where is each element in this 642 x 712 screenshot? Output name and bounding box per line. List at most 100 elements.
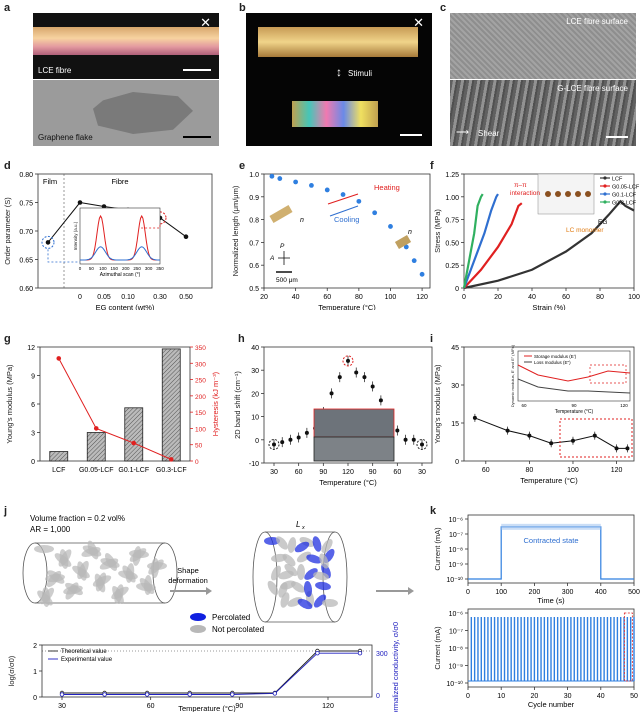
data-point bbox=[346, 358, 350, 363]
inset-tick-label: 150 bbox=[111, 266, 119, 271]
inset-tick-label: 100 bbox=[99, 266, 107, 271]
plot-frame bbox=[263, 173, 431, 289]
flake-not-percolated bbox=[276, 536, 288, 550]
x-tick-label: 0.10 bbox=[121, 294, 135, 301]
x-axis-label: Time (s) bbox=[537, 596, 565, 605]
data-point bbox=[357, 650, 363, 656]
y-tick-label: 0.9 bbox=[249, 195, 259, 202]
molecule-unit bbox=[545, 191, 551, 197]
series-line bbox=[463, 199, 635, 290]
x-tick-label: 90 bbox=[369, 469, 377, 476]
y-axis-label: Young's modulus (MPa) bbox=[5, 364, 14, 444]
x-tick-label: 30 bbox=[270, 469, 278, 476]
annotation: EG bbox=[598, 219, 607, 226]
data-point bbox=[420, 442, 424, 447]
y2-tick-label: 300 bbox=[195, 361, 206, 368]
y-tick-label: 0.65 bbox=[19, 258, 33, 265]
panel-a-graphene-image: Graphene flake bbox=[33, 80, 219, 146]
x-tick-label: 30 bbox=[564, 693, 572, 700]
flake-not-percolated bbox=[291, 581, 305, 593]
legend-label: Storage modulus (E′) bbox=[534, 354, 577, 359]
y2-tick-label: 0 bbox=[376, 693, 380, 700]
highlight-box bbox=[623, 612, 633, 682]
hysteresis-point bbox=[168, 457, 174, 462]
inset-x-label: Azimuthal scan (°) bbox=[100, 272, 141, 278]
x-tick-label: G0.1-LCF bbox=[118, 467, 149, 474]
data-point bbox=[101, 204, 107, 209]
flake-percolated bbox=[313, 594, 327, 608]
polarizer-icon: ✕ bbox=[413, 15, 424, 30]
data-point bbox=[403, 244, 409, 250]
inset-tick-label: 90 bbox=[571, 403, 577, 408]
flake-not-percolated bbox=[129, 549, 149, 559]
y-tick-label: 10⁻⁸ bbox=[449, 646, 463, 653]
chart-g: 0 3 6 9 12 Young's modulus (MPa) 0 50 100 150 200 2… bbox=[5, 345, 220, 474]
shape-deformation-label: Shape bbox=[177, 566, 199, 575]
data-point bbox=[370, 384, 375, 389]
inset-tick-label: 120 bbox=[620, 403, 628, 408]
x-tick-label: 100 bbox=[628, 294, 640, 301]
y2-tick-label: 0 bbox=[195, 459, 199, 466]
raman-image bbox=[313, 436, 395, 462]
highlight-circle bbox=[416, 438, 428, 450]
data-point bbox=[395, 428, 400, 433]
shear-arrow-icon: ⟶ bbox=[456, 127, 469, 137]
cooling-arrow bbox=[329, 205, 359, 217]
raman-image bbox=[313, 408, 395, 438]
x-tick-label: 0 bbox=[466, 589, 470, 596]
y-tick-label: 40 bbox=[251, 345, 259, 352]
data-point bbox=[625, 446, 630, 451]
x-tick-label: 30 bbox=[418, 469, 426, 476]
flake-not-percolated bbox=[143, 575, 153, 595]
legend-percolated: Percolated bbox=[212, 613, 250, 622]
legend-marker bbox=[603, 184, 607, 188]
y-tick-label: 1.0 bbox=[249, 172, 259, 179]
chart-d: 0.60 0.65 0.70 0.75 0.80 Order parameter (S) 0… bbox=[3, 172, 213, 310]
flake-percolated bbox=[315, 581, 331, 591]
annotation: interaction bbox=[510, 190, 540, 197]
legend-label: G0.05-LCF bbox=[612, 185, 640, 191]
panel-e-label: e bbox=[239, 160, 246, 172]
y-axis-label: Stress (MPa) bbox=[433, 209, 442, 253]
stimuli-arrow: ↕ bbox=[336, 65, 342, 79]
data-point bbox=[296, 435, 301, 440]
data-point bbox=[372, 210, 378, 216]
y-axis-label: Current (mA) bbox=[433, 626, 442, 670]
molecule-unit bbox=[555, 191, 561, 197]
flake-not-percolated bbox=[34, 545, 54, 553]
data-point bbox=[59, 692, 65, 697]
bar bbox=[124, 407, 144, 462]
annotation-p: P bbox=[280, 243, 285, 250]
y-tick-label: 0.75 bbox=[19, 201, 33, 208]
fibre-image bbox=[394, 235, 412, 249]
x-tick-label: 60 bbox=[393, 469, 401, 476]
x-tick-label: 400 bbox=[595, 589, 607, 596]
x-tick-label: 100 bbox=[385, 294, 397, 301]
highlight-circle bbox=[268, 438, 280, 450]
y-tick-label: 1.00 bbox=[445, 195, 459, 202]
x-axis-label: Strain (%) bbox=[532, 303, 566, 310]
y2-tick-label: 100 bbox=[195, 426, 206, 433]
legend-label: Experimental value bbox=[61, 657, 113, 663]
panel-c-label: c bbox=[440, 2, 447, 14]
figure-j: Volume fraction = 0.2 vol% AR = 1,000 Shap… bbox=[7, 514, 414, 712]
flake-percolated bbox=[303, 581, 313, 597]
flake-not-percolated bbox=[87, 540, 99, 560]
panel-a-label: a bbox=[4, 2, 11, 14]
data-point bbox=[324, 187, 330, 193]
flake-not-percolated bbox=[296, 551, 312, 563]
x-tick-label: G0.3-LCF bbox=[156, 467, 187, 474]
inset-frame bbox=[517, 350, 631, 402]
flake-percolated bbox=[297, 598, 313, 610]
x-tick-label: 40 bbox=[528, 294, 536, 301]
y-axis-label: Young's modulus (MPa) bbox=[433, 364, 442, 444]
x-tick-label: 40 bbox=[292, 294, 300, 301]
panel-a-top-caption: LCE fibre bbox=[38, 66, 72, 75]
y-axis-label: Dynamic modulus, E′ and E″ (MPa) bbox=[510, 344, 515, 407]
x-tick-label: 120 bbox=[342, 469, 354, 476]
y-tick-label: 0 bbox=[31, 459, 35, 466]
series-line bbox=[462, 193, 484, 289]
data-point bbox=[329, 391, 334, 396]
annotation: LC monomer bbox=[566, 227, 604, 234]
flake-not-percolated bbox=[282, 553, 296, 567]
